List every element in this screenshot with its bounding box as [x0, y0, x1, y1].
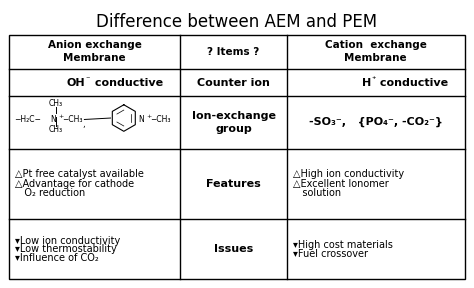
Text: CH₃: CH₃ [48, 99, 63, 108]
Text: △Pt free catalyst available: △Pt free catalyst available [15, 169, 144, 179]
Text: ▾Low ion conductivity: ▾Low ion conductivity [15, 236, 120, 246]
Text: conductive: conductive [91, 78, 164, 88]
Text: △Advantage for cathode: △Advantage for cathode [15, 179, 134, 189]
Text: −H₂C−: −H₂C− [14, 115, 41, 124]
Text: △Excellent Ionomer: △Excellent Ionomer [293, 179, 389, 189]
Text: -SO₃⁻,   {PO₄⁻, -CO₂⁻}: -SO₃⁻, {PO₄⁻, -CO₂⁻} [309, 117, 443, 128]
Text: Features: Features [206, 179, 261, 189]
Text: △High ion conductivity: △High ion conductivity [293, 169, 404, 179]
Text: Anion exchange
Membrane: Anion exchange Membrane [48, 40, 142, 63]
Text: H: H [362, 78, 371, 88]
Text: N: N [138, 115, 144, 124]
Bar [9, 35, 465, 279]
Text: ▾High cost materials: ▾High cost materials [293, 240, 392, 250]
Text: Difference between AEM and PEM: Difference between AEM and PEM [96, 13, 378, 31]
Text: CH₃: CH₃ [48, 125, 63, 134]
Text: Cation  exchange
Membrane: Cation exchange Membrane [325, 40, 427, 63]
Text: OH: OH [67, 78, 85, 88]
Text: −CH₃: −CH₃ [150, 115, 170, 124]
Text: N: N [50, 115, 55, 124]
Text: ⁺: ⁺ [372, 75, 376, 84]
Text: ▾Low thermostability: ▾Low thermostability [15, 244, 117, 254]
Text: Counter ion: Counter ion [197, 78, 270, 88]
Text: +: + [146, 113, 152, 119]
Text: ▾Fuel crossover: ▾Fuel crossover [293, 249, 368, 259]
Text: +: + [58, 113, 64, 119]
Text: ▾Influence of CO₂: ▾Influence of CO₂ [15, 253, 99, 263]
Text: ? Items ?: ? Items ? [208, 47, 260, 57]
Text: ⁻: ⁻ [86, 75, 90, 84]
Text: ,: , [82, 120, 85, 129]
Text: Issues: Issues [214, 244, 253, 254]
Text: −CH₃: −CH₃ [62, 115, 82, 124]
Text: solution: solution [293, 188, 341, 198]
Text: Ion-exchange
group: Ion-exchange group [191, 111, 275, 134]
Text: O₂ reduction: O₂ reduction [15, 188, 85, 198]
Text: conductive: conductive [376, 78, 448, 88]
